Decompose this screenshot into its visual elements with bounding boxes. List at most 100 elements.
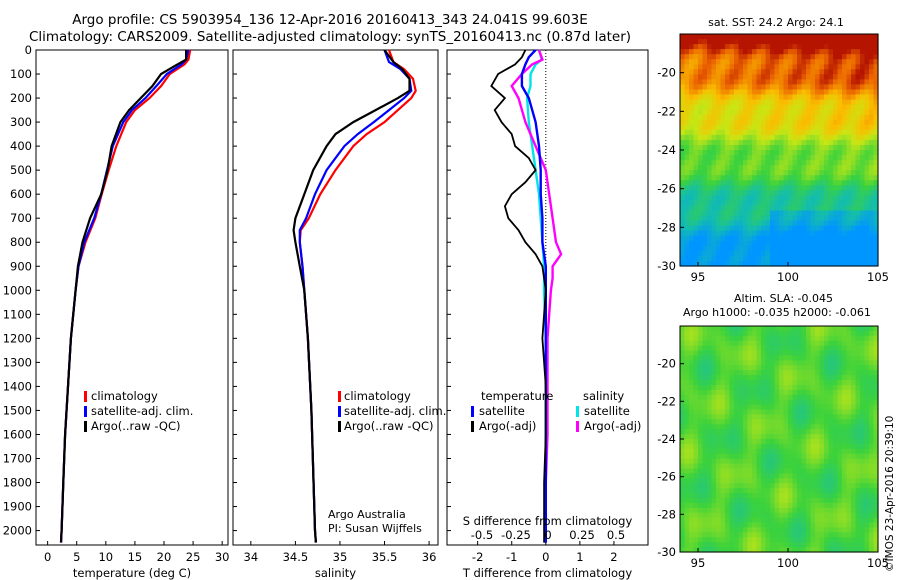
- map-cell: [833, 414, 839, 420]
- y-tick-label: 100: [10, 67, 32, 81]
- map-cell: [806, 114, 812, 121]
- map-cell: [788, 522, 794, 528]
- map-cell: [779, 245, 785, 252]
- map-cell: [707, 175, 713, 181]
- map-cell: [801, 250, 807, 257]
- map-cell: [837, 542, 843, 548]
- legend-swatch: [471, 406, 474, 417]
- map-cell: [729, 542, 735, 548]
- map-cell: [725, 443, 731, 450]
- map-cell: [783, 215, 789, 222]
- map-cell: [788, 419, 794, 425]
- map-cell: [761, 360, 767, 366]
- map-cell: [716, 255, 722, 262]
- map-cell: [707, 240, 713, 247]
- map-cell: [711, 502, 717, 509]
- map-cell: [855, 114, 861, 121]
- map-cell: [752, 414, 758, 420]
- map-cell: [860, 195, 866, 201]
- map-cell: [792, 517, 798, 524]
- map-cell: [873, 448, 879, 455]
- map-cell: [815, 129, 821, 136]
- map-cell: [855, 532, 861, 538]
- map-cell: [783, 468, 789, 474]
- map-cell: [851, 439, 857, 445]
- map-cell: [779, 165, 785, 171]
- map-cell: [725, 463, 731, 470]
- map-cell: [824, 542, 830, 548]
- map-cell: [855, 225, 861, 232]
- map-cell: [837, 200, 843, 206]
- x-tick-label: 36: [422, 550, 437, 564]
- map-cell: [725, 453, 731, 460]
- map-cell: [698, 483, 704, 489]
- map-cell: [819, 453, 825, 460]
- map-cell: [837, 453, 843, 460]
- map-cell: [819, 245, 825, 252]
- map-cell: [824, 124, 830, 131]
- map-cell: [743, 375, 749, 381]
- map-cell: [702, 250, 708, 257]
- map-cell: [738, 507, 744, 514]
- map-cell: [747, 74, 753, 80]
- map-cell: [855, 439, 861, 445]
- map-cell: [756, 517, 762, 524]
- map-cell: [842, 360, 848, 366]
- map-cell: [828, 49, 834, 55]
- map-cell: [851, 517, 857, 524]
- map-cell: [828, 89, 834, 96]
- map-cell: [815, 547, 821, 553]
- map-cell: [833, 375, 839, 381]
- map-cell: [828, 150, 834, 156]
- map-cell: [684, 439, 690, 445]
- map-cell: [680, 404, 686, 411]
- map-cell: [725, 488, 731, 494]
- map-cell: [797, 468, 803, 474]
- map-cell: [693, 360, 699, 366]
- map-cell: [738, 424, 744, 430]
- map-cell: [797, 493, 803, 499]
- map-cell: [680, 483, 686, 489]
- map-cell: [837, 129, 843, 136]
- map-cell: [743, 84, 749, 90]
- map-cell: [833, 409, 839, 415]
- map-cell: [792, 380, 798, 386]
- map-cell: [680, 225, 686, 232]
- map-cell: [810, 210, 816, 217]
- map-cell: [824, 537, 830, 543]
- map-cell: [720, 478, 726, 484]
- map-cell: [851, 114, 857, 121]
- map-cell: [873, 150, 879, 156]
- map-cell: [869, 507, 875, 514]
- map-cell: [729, 434, 735, 440]
- map-cell: [729, 409, 735, 415]
- map-cell: [860, 79, 866, 85]
- map-cell: [689, 74, 695, 80]
- map-cell: [752, 375, 758, 381]
- map-cell: [792, 350, 798, 357]
- map-cell: [842, 49, 848, 55]
- map-cell: [711, 74, 717, 80]
- map-cell: [864, 49, 870, 55]
- map-cell: [788, 532, 794, 538]
- map-cell: [743, 532, 749, 538]
- map-cell: [720, 547, 726, 553]
- map-cell: [707, 502, 713, 509]
- map-cell: [801, 230, 807, 237]
- map-cell: [743, 190, 749, 196]
- map-cell: [680, 245, 686, 252]
- map-cell: [702, 215, 708, 222]
- legend-label: satellite: [479, 404, 525, 418]
- map-cell: [743, 340, 749, 347]
- map-cell: [747, 542, 753, 548]
- map-cell: [693, 64, 699, 70]
- map-cell: [689, 195, 695, 201]
- map-cell: [828, 205, 834, 212]
- map-cell: [806, 165, 812, 171]
- map-cell: [779, 483, 785, 489]
- map-cell: [851, 370, 857, 376]
- map-cell: [792, 39, 798, 45]
- map-cell: [833, 463, 839, 470]
- map-cell: [869, 468, 875, 474]
- map-cell: [698, 360, 704, 366]
